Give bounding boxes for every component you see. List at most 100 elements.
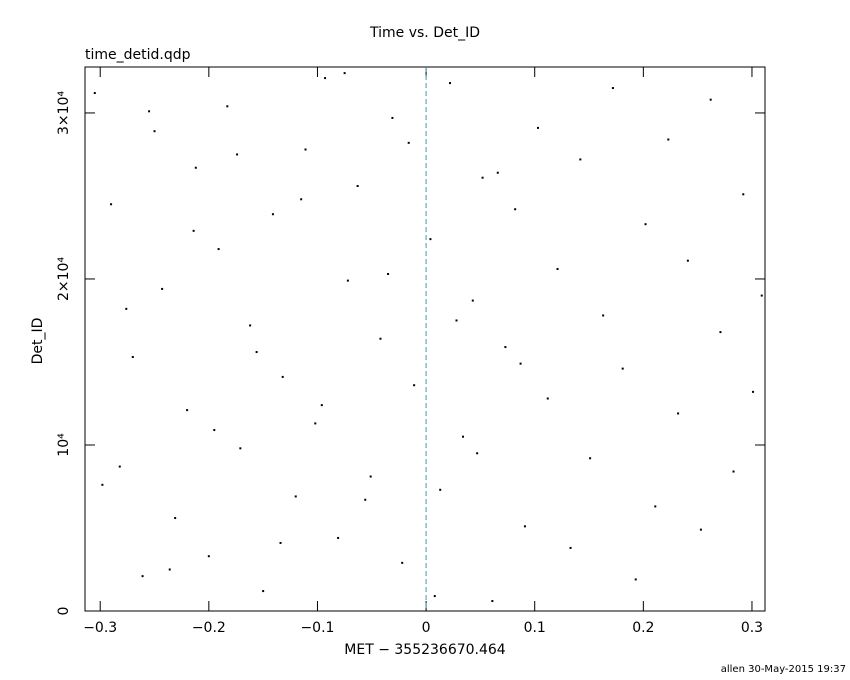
point <box>217 248 220 251</box>
point <box>337 536 340 539</box>
point <box>153 130 156 133</box>
point <box>346 279 349 282</box>
point <box>504 346 507 349</box>
point <box>93 92 96 95</box>
point <box>471 299 474 302</box>
point <box>110 203 113 206</box>
x-tick-label: −0.3 <box>83 620 117 636</box>
point <box>369 475 372 478</box>
point <box>249 324 252 327</box>
point <box>279 541 282 544</box>
point <box>569 546 572 549</box>
point <box>686 259 689 262</box>
y-tick-label: 10⁴ <box>56 433 72 457</box>
point <box>356 185 359 187</box>
point <box>709 98 712 101</box>
point <box>579 158 582 161</box>
y-tick-label: 2×10⁴ <box>56 257 72 301</box>
point <box>602 314 605 317</box>
point <box>433 595 436 598</box>
point <box>677 412 680 415</box>
plot-frame <box>84 66 766 612</box>
x-tick-label: −0.1 <box>300 620 334 636</box>
point <box>320 404 323 407</box>
point <box>732 470 735 473</box>
x-tick-label: 0 <box>422 620 431 636</box>
point <box>192 229 195 232</box>
point <box>654 505 657 508</box>
point <box>161 287 164 290</box>
point <box>589 457 592 460</box>
point <box>429 238 432 241</box>
point <box>125 307 128 310</box>
x-tick-label: 0.2 <box>632 620 654 636</box>
point <box>101 483 104 486</box>
point <box>760 294 763 297</box>
point <box>719 331 722 334</box>
point <box>141 575 144 578</box>
point <box>314 422 317 425</box>
y-axis-label: Det_ID <box>30 318 46 365</box>
point <box>391 116 394 119</box>
point <box>281 375 284 378</box>
point <box>496 171 499 174</box>
point <box>387 272 390 275</box>
point <box>300 198 303 201</box>
point <box>752 390 755 393</box>
point <box>476 452 479 455</box>
point <box>536 126 539 129</box>
point <box>742 193 745 196</box>
point <box>491 600 494 603</box>
point <box>236 153 239 156</box>
point <box>343 72 346 75</box>
point <box>213 429 216 432</box>
point <box>304 148 307 151</box>
point <box>118 465 121 468</box>
point <box>271 213 274 216</box>
chart-subtitle: time_detid.qdp <box>85 47 191 63</box>
point <box>262 590 265 593</box>
point <box>194 166 197 169</box>
point <box>546 397 549 400</box>
point <box>439 488 442 491</box>
y-tick-label: 3×10⁴ <box>56 91 72 135</box>
x-tick-label: 0.1 <box>524 620 546 636</box>
point <box>379 337 382 340</box>
point <box>226 105 229 108</box>
x-axis-label: MET − 355236670.464 <box>344 642 506 658</box>
footer: allen 30-May-2015 19:37 <box>721 664 846 675</box>
y-tick-label: 0 <box>56 607 72 616</box>
point <box>364 498 367 501</box>
point <box>455 319 458 322</box>
point <box>621 367 624 370</box>
point <box>413 384 416 387</box>
point <box>699 528 702 531</box>
point <box>207 555 210 558</box>
point <box>634 578 637 581</box>
point <box>239 447 242 450</box>
point <box>448 82 451 85</box>
point <box>644 223 647 226</box>
point <box>611 87 614 90</box>
point <box>401 561 404 564</box>
point <box>462 435 465 438</box>
point <box>481 176 484 179</box>
point <box>667 138 670 141</box>
x-tick-label: −0.2 <box>192 620 226 636</box>
point <box>255 351 258 354</box>
point <box>556 268 559 271</box>
point <box>131 355 134 358</box>
point <box>519 362 522 365</box>
point <box>324 77 327 80</box>
point <box>407 141 410 144</box>
point <box>294 495 297 498</box>
chart-title: Time vs. Det_ID <box>369 25 480 41</box>
point <box>514 208 517 211</box>
point <box>523 525 526 528</box>
point <box>186 409 189 412</box>
x-tick-label: 0.3 <box>741 620 763 636</box>
point <box>168 568 171 571</box>
point <box>174 517 177 520</box>
point <box>148 110 151 113</box>
